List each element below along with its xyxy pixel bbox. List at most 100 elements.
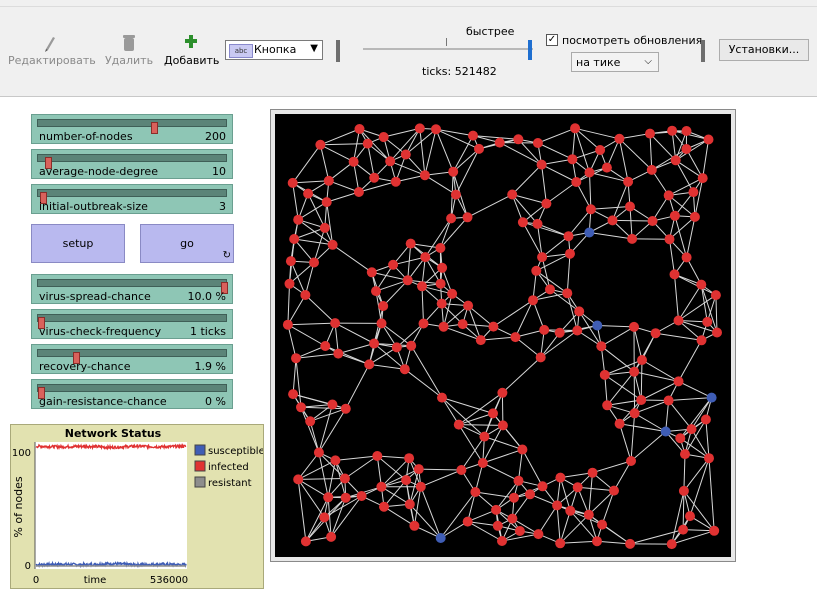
network-link [318, 404, 333, 453]
slider-initial-outbreak-size[interactable]: initial-outbreak-size 3 [31, 184, 233, 214]
speed-slider-track[interactable] [363, 48, 533, 50]
network-link [522, 203, 547, 223]
network-link [319, 144, 330, 181]
network-link [566, 293, 578, 331]
node-infected [646, 164, 657, 175]
network-link [601, 326, 635, 347]
node-infected [431, 124, 441, 135]
slider-track[interactable] [37, 279, 228, 294]
network-link [502, 425, 523, 450]
network-link [540, 332, 561, 358]
node-infected [537, 481, 548, 492]
node-infected [669, 210, 680, 221]
toolbar-separator [701, 40, 705, 62]
slider-thumb[interactable] [38, 317, 45, 329]
update-mode-select[interactable]: на тике ⌵ [571, 52, 659, 72]
node-infected [289, 234, 300, 244]
node-infected [709, 525, 720, 536]
network-link [458, 412, 494, 426]
network-link [300, 406, 346, 410]
view-updates-checkbox[interactable]: ✓ [546, 34, 558, 46]
slider-thumb[interactable] [40, 192, 47, 204]
network-link [419, 128, 426, 176]
y-axis-label: % of nodes [12, 476, 25, 537]
network-link [678, 294, 717, 321]
widget-type-select[interactable]: abc Кнопка ▼ [225, 40, 323, 60]
speed-slider-thumb[interactable] [528, 40, 532, 60]
network-link [292, 144, 321, 184]
network-link [571, 128, 576, 160]
go-button[interactable]: go ↻ [140, 224, 234, 263]
slider-number-of-nodes[interactable]: number-of-nodes 200 [31, 114, 233, 144]
node-infected [462, 516, 473, 527]
network-link [694, 178, 704, 217]
network-link [501, 533, 539, 542]
node-infected [463, 300, 474, 311]
network-link [443, 326, 481, 341]
slider-track[interactable] [37, 384, 227, 399]
node-infected [446, 213, 457, 224]
node-infected [625, 201, 635, 212]
network-link [293, 238, 315, 263]
node-infected [320, 341, 331, 351]
slider-average-node-degree[interactable]: average-node-degree 10 [31, 149, 233, 179]
node-infected [599, 369, 610, 380]
network-link [685, 148, 704, 179]
network-link [383, 479, 407, 508]
slider-virus-check-frequency[interactable]: virus-check-frequency 1 ticks [31, 309, 233, 339]
plot-title: Network Status [65, 427, 162, 440]
network-link [435, 128, 474, 137]
network-link [630, 431, 667, 462]
node-infected [401, 475, 412, 486]
node-infected [309, 257, 319, 268]
slider-track[interactable] [37, 119, 227, 134]
node-infected [629, 366, 640, 377]
node-infected [456, 465, 467, 475]
slider-thumb[interactable] [45, 157, 52, 169]
network-link [367, 143, 375, 178]
slider-thumb[interactable] [38, 387, 45, 399]
slider-track[interactable] [37, 154, 227, 169]
network-link [297, 452, 320, 480]
dropdown-arrow-icon: ▼ [310, 43, 318, 54]
slider-thumb[interactable] [73, 352, 80, 364]
node-infected [513, 134, 524, 145]
speed-label: быстрее [466, 25, 515, 38]
network-link [373, 343, 406, 370]
slider-virus-spread-chance[interactable]: virus-spread-chance 10.0 % [31, 274, 233, 304]
slider-thumb[interactable] [151, 122, 158, 134]
network-link [330, 497, 347, 538]
node-infected [402, 275, 413, 286]
network-link [287, 322, 336, 326]
network-link [674, 215, 688, 258]
legend-label: susceptible [208, 446, 263, 457]
node-infected [696, 279, 707, 290]
node-infected [574, 306, 585, 317]
node-infected [371, 286, 381, 297]
slider-recovery-chance[interactable]: recovery-chance 1.9 % [31, 344, 233, 374]
node-infected [488, 321, 499, 332]
world-view[interactable] [270, 109, 736, 562]
x-tick-label: 536000 [150, 575, 188, 586]
node-infected [353, 187, 364, 197]
network-link [619, 138, 653, 171]
slider-thumb[interactable] [221, 282, 228, 294]
slider-gain-resistance-chance[interactable]: gain-resistance-chance 0 % [31, 379, 233, 409]
world-canvas[interactable] [275, 114, 731, 557]
slider-track[interactable] [37, 189, 227, 204]
y-tick-label: 0 [25, 561, 31, 572]
network-link [649, 133, 677, 161]
network-link [604, 374, 642, 401]
network-link [410, 243, 441, 249]
ticks-counter: ticks: 521482 [422, 65, 497, 78]
button-widget-icon: abc [229, 44, 253, 58]
node-infected [475, 335, 486, 346]
slider-name: average-node-degree [39, 165, 158, 178]
settings-button[interactable]: Установки... [719, 39, 809, 61]
network-link [669, 216, 696, 240]
node-infected [700, 414, 711, 425]
setup-button[interactable]: setup [31, 224, 125, 263]
slider-track[interactable] [37, 314, 227, 329]
node-infected [369, 172, 380, 183]
slider-track[interactable] [37, 349, 227, 364]
